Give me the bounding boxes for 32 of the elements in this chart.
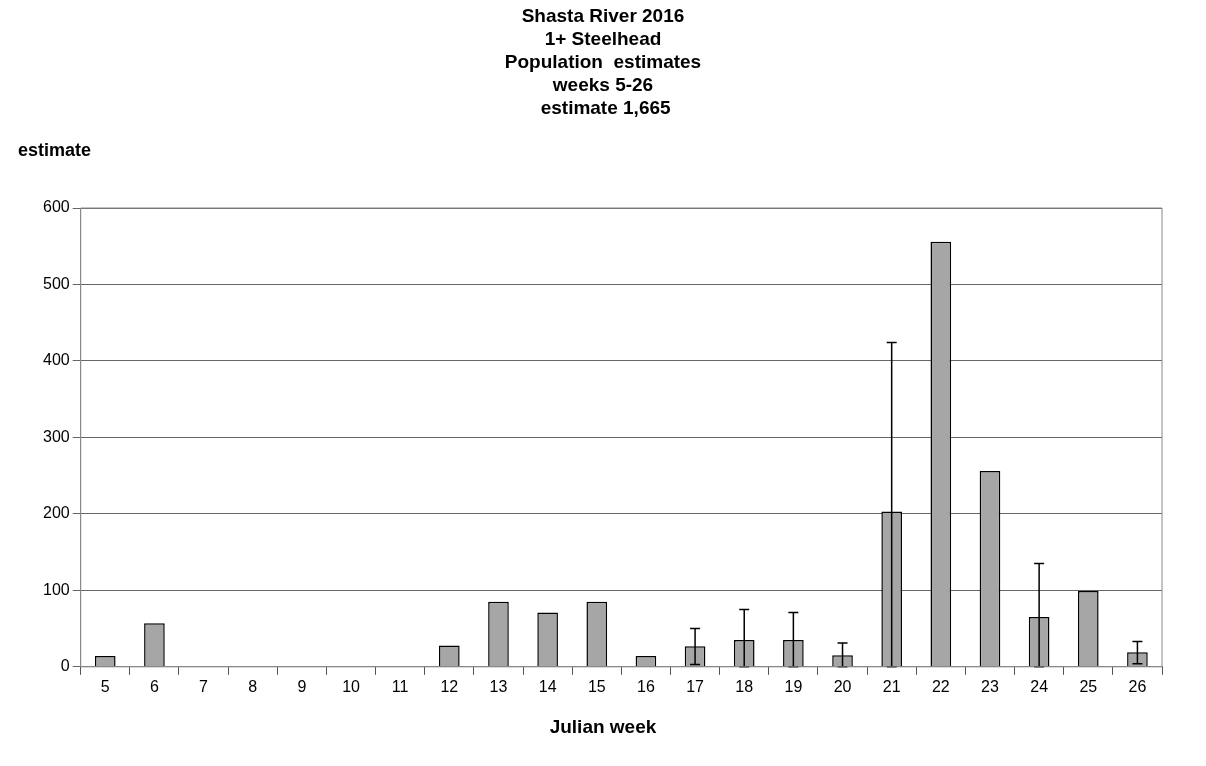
x-tick-label: 7 [199,677,209,695]
y-tick-label: 600 [42,198,70,216]
x-tick-label: 5 [100,677,110,695]
x-tick-label: 17 [686,677,705,695]
x-tick-label: 8 [248,677,258,695]
x-tick-label: 9 [297,677,307,695]
y-tick-label: 200 [42,504,70,522]
x-tick-label: 10 [342,677,361,695]
x-tick-label: 19 [784,677,803,695]
y-tick-label: 0 [60,657,70,675]
x-tick-label: 22 [931,677,950,695]
x-tick-label: 6 [149,677,159,695]
x-tick-label: 21 [882,677,901,695]
x-tick-label: 15 [587,677,606,695]
x-axis-title: Julian week [548,716,658,738]
x-tick-label: 23 [981,677,999,695]
x-tick-label: 20 [833,677,852,695]
x-tick-label: 11 [391,677,409,695]
x-tick-label: 25 [1079,677,1098,695]
chart-title: Shasta River 2016 1+ Steelhead Population estimates weeks 5-26 estimate 1,665 [503,4,703,119]
y-tick-label: 300 [42,427,70,445]
x-tick-label: 16 [637,677,655,695]
x-tick-label: 14 [538,677,557,695]
x-tick-label: 12 [440,677,459,695]
x-tick-label: 26 [1128,677,1147,695]
y-tick-label: 100 [42,580,70,598]
y-tick-label: 400 [42,351,70,369]
x-tick-label: 13 [489,677,508,695]
y-axis-title: estimate [18,140,92,161]
x-tick-label: 18 [735,677,754,695]
y-tick-label: 500 [42,274,70,292]
x-tick-label: 24 [1030,677,1049,695]
